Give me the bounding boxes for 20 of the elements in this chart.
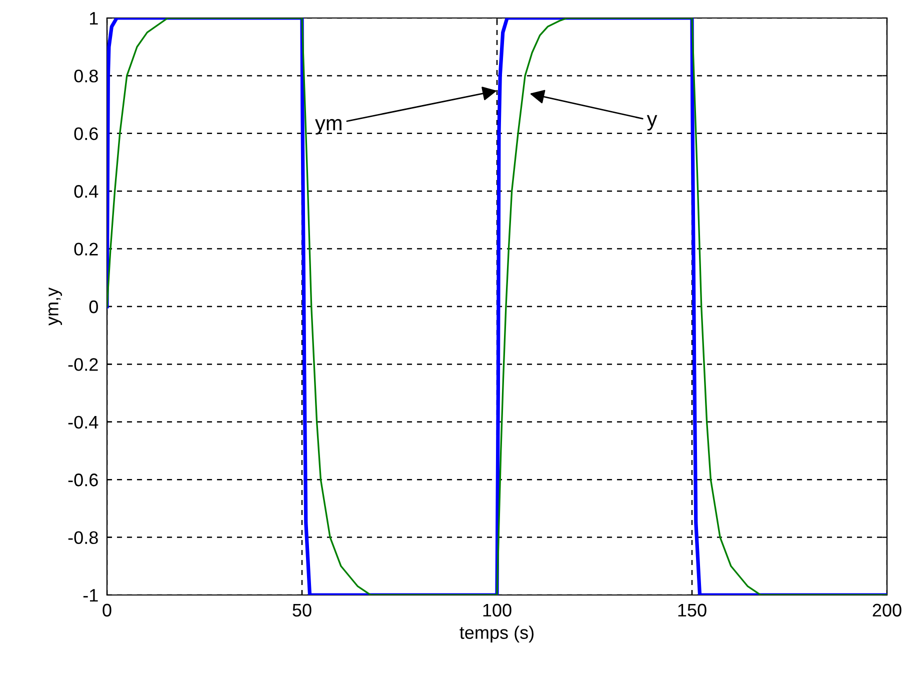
y-tick-label: 1 [90, 12, 98, 25]
y-tick-label: -0.8 [68, 531, 98, 544]
annotation: y [646, 115, 658, 130]
y-axis-title: ym,y [48, 287, 62, 326]
x-tick-label: 100 [483, 604, 512, 617]
x-tick-label: 50 [292, 604, 312, 617]
x-axis-title: temps (s) [460, 626, 534, 643]
y-tick-label: -0.6 [68, 474, 98, 486]
y-tick-label: -1 [83, 589, 98, 602]
y-tick-label: 0.4 [74, 185, 98, 198]
y-tick-label: 0.8 [74, 70, 98, 82]
x-tick-label: 200 [872, 604, 902, 617]
x-tick-label: 0 [102, 604, 112, 617]
y-tick-label: -0.2 [68, 358, 98, 371]
annotation: ym [315, 119, 342, 135]
y-tick-label: 0.2 [74, 242, 98, 256]
y-tick-label: -0.4 [68, 416, 98, 429]
y-tick-label: 0 [89, 300, 98, 314]
x-tick-label: 150 [678, 604, 706, 617]
y-tick-label: 0.6 [74, 127, 98, 140]
